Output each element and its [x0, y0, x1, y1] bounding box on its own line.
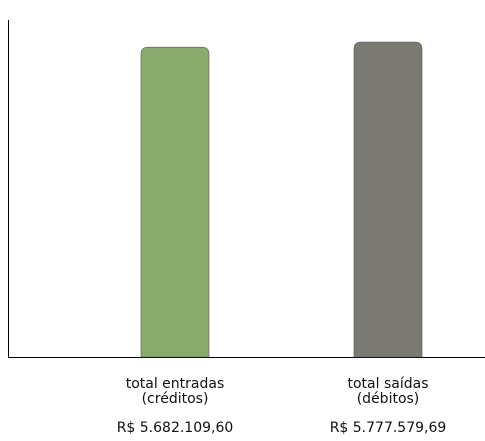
bar-series: [140, 41, 423, 358]
bar-entradas: [140, 46, 210, 358]
category-label-saidas: total saídas (débitos): [298, 377, 478, 407]
value-label-saidas: R$ 5.777.579,69: [329, 420, 447, 436]
category-label-line-2: (créditos): [141, 391, 209, 407]
category-label-entradas: total entradas (créditos): [85, 377, 265, 407]
category-label-line-2: (débitos): [356, 391, 420, 407]
category-label-line-1: total saídas: [347, 376, 429, 392]
bar-saidas: [353, 41, 423, 358]
value-label-entradas: R$ 5.682.109,60: [116, 420, 234, 436]
category-label-line-1: total entradas: [125, 376, 225, 392]
